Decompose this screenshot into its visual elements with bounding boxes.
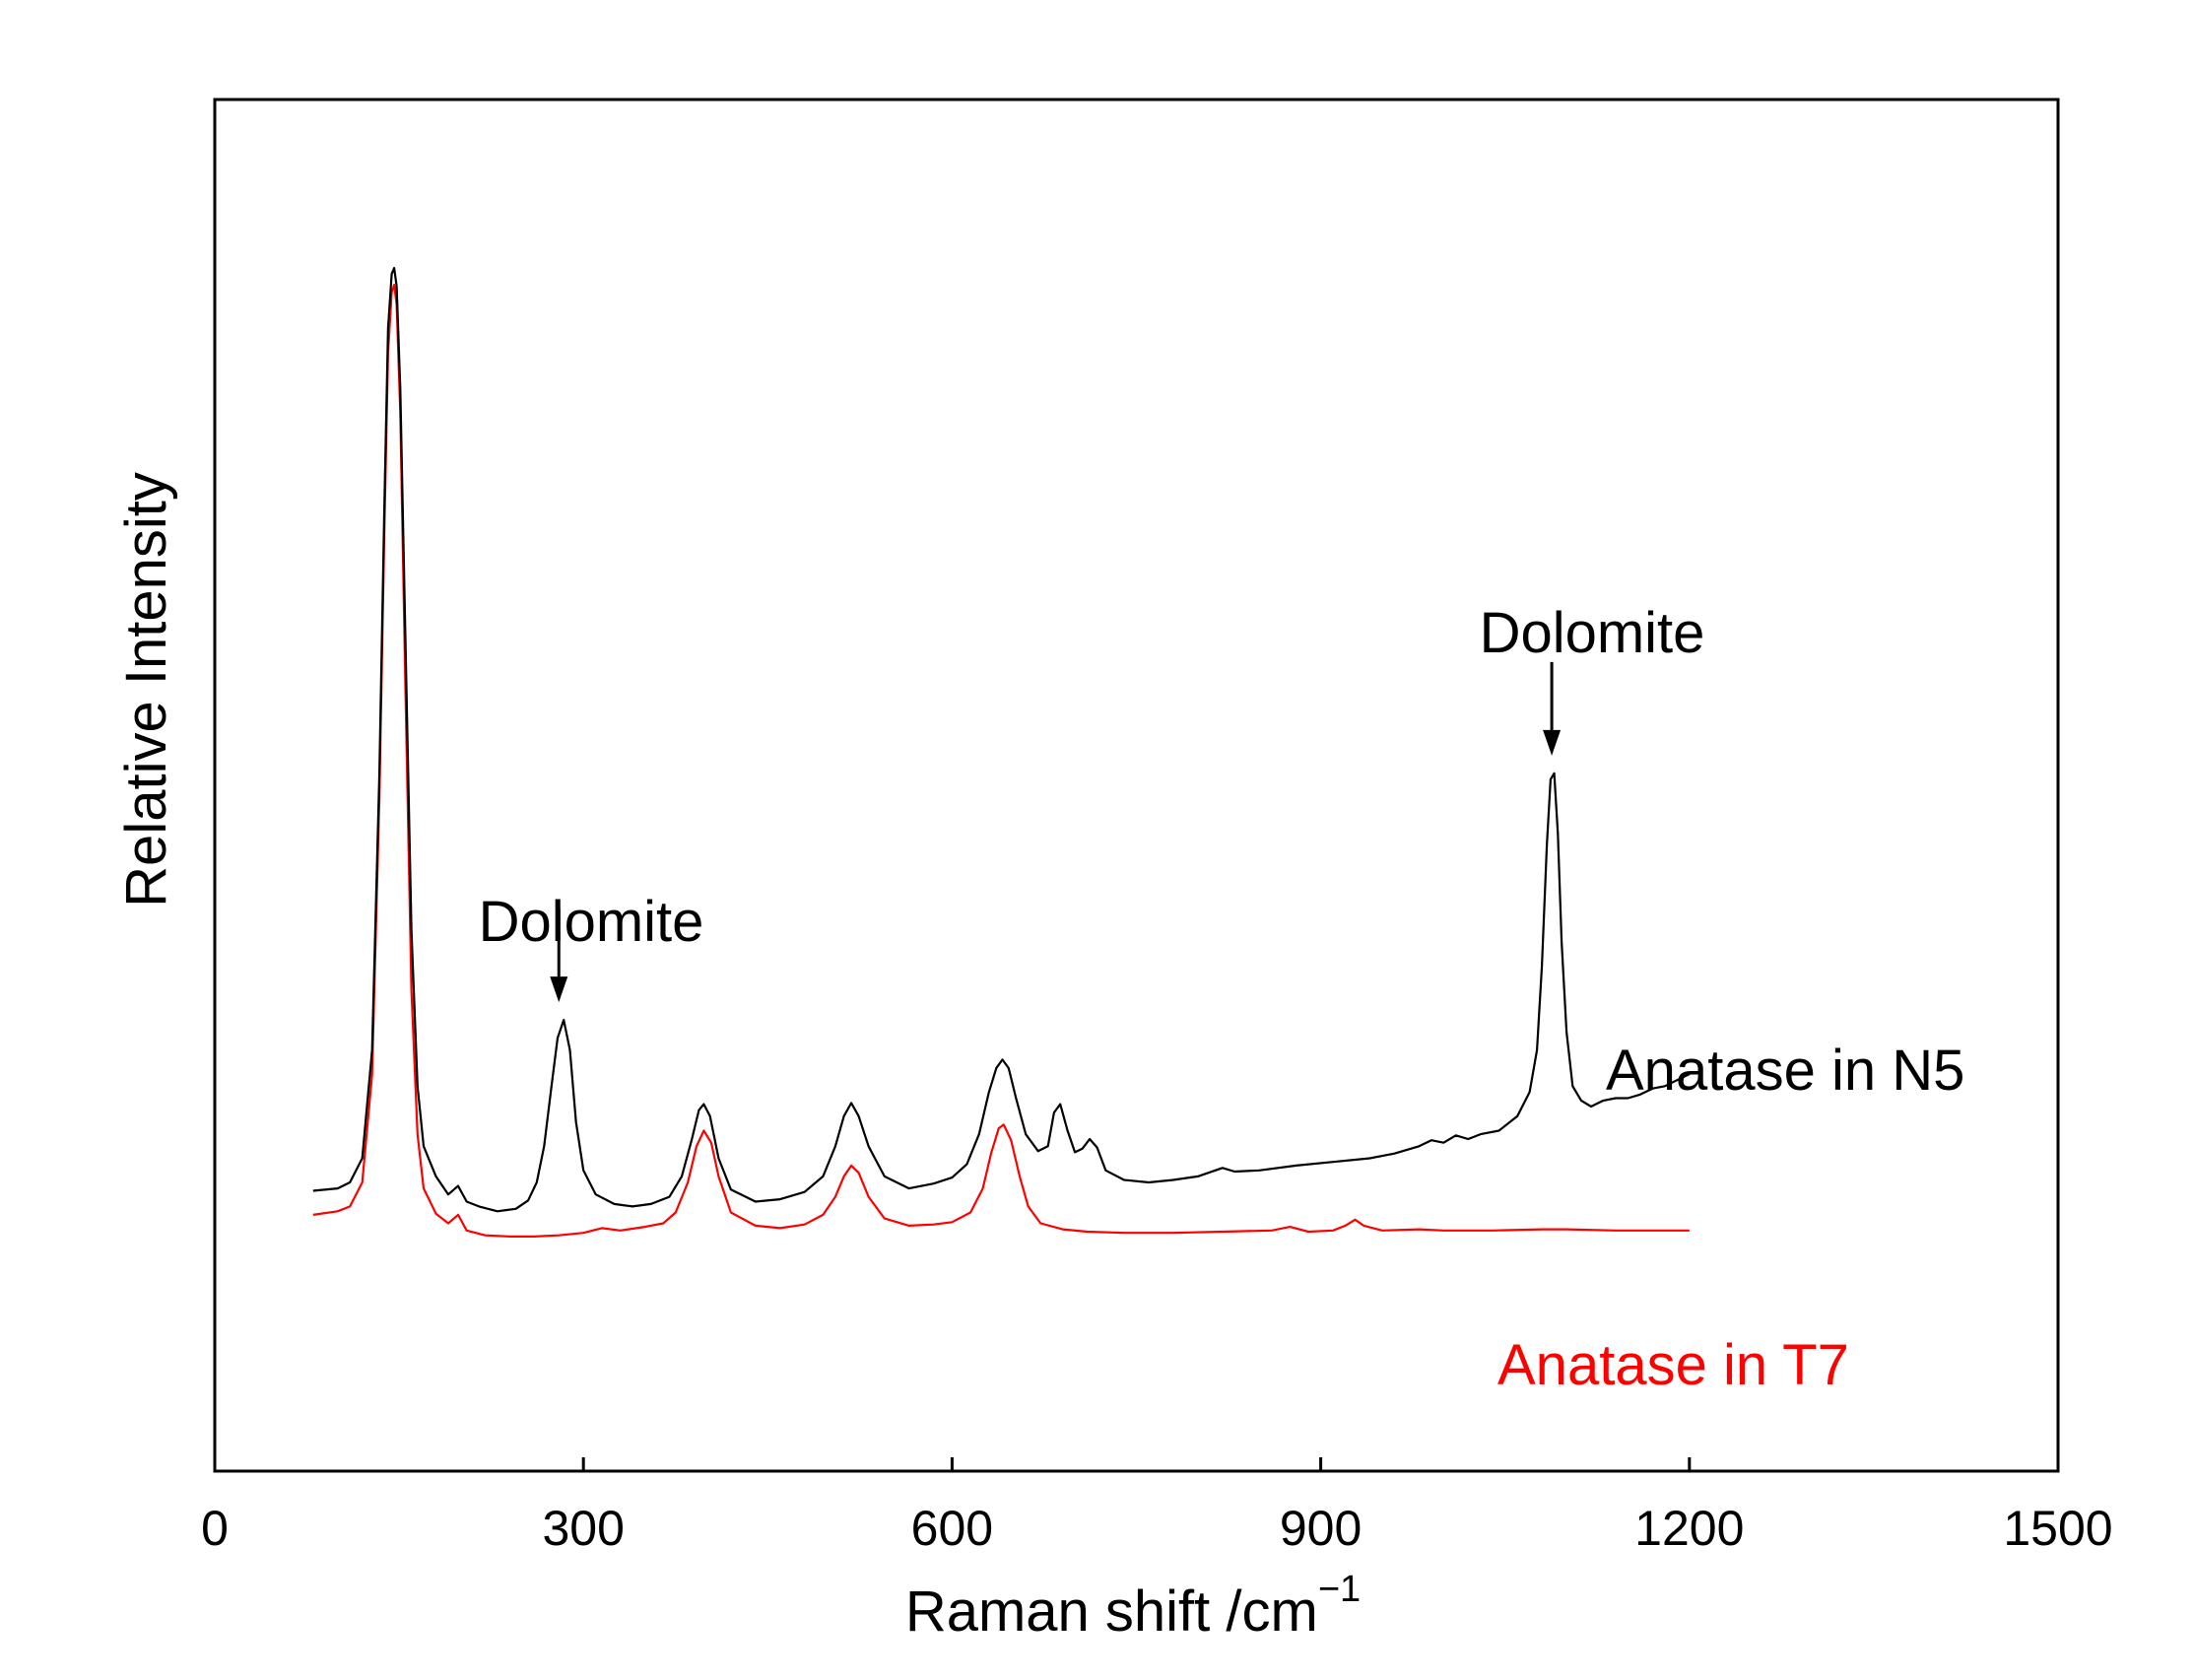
plot-frame <box>213 98 2060 1473</box>
y-axis-label: Relative Intensity <box>114 472 178 907</box>
series-label-t7: Anatase in T7 <box>1497 1333 1849 1397</box>
x-tick-label: 600 <box>911 1501 993 1556</box>
series-line-t7 <box>312 284 1690 1238</box>
annotation-dolomite-left: Dolomite <box>479 890 704 954</box>
x-axis-label: Raman shift /cm−1 <box>905 1569 1361 1644</box>
x-tick-label: 300 <box>542 1501 624 1556</box>
annotation-dolomite-right: Dolomite <box>1480 601 1705 665</box>
x-axis-label-superscript: −1 <box>1318 1569 1361 1610</box>
x-tick-label: 0 <box>201 1501 229 1556</box>
x-axis-label-text: Raman shift /cm <box>905 1579 1318 1644</box>
annotation-arrow-head <box>1543 729 1562 756</box>
x-axis-ticks: 0 300 600 900 1200 1500 <box>201 1457 2113 1556</box>
x-tick-label: 900 <box>1280 1501 1362 1556</box>
series-layer <box>312 266 1691 1238</box>
annotation-arrow-head <box>550 976 568 1003</box>
annotation-layer <box>550 661 1562 1003</box>
x-tick-label: 1200 <box>1634 1501 1744 1556</box>
x-tick-label: 1500 <box>2003 1501 2112 1556</box>
series-label-n5: Anatase in N5 <box>1606 1039 1964 1103</box>
series-line-n5 <box>312 266 1691 1213</box>
